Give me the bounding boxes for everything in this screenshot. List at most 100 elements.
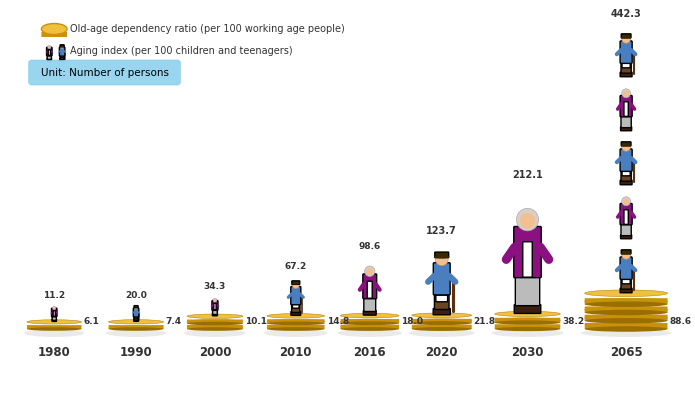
Ellipse shape — [187, 320, 243, 324]
FancyBboxPatch shape — [620, 257, 632, 280]
FancyBboxPatch shape — [363, 297, 376, 311]
Circle shape — [53, 306, 56, 309]
FancyBboxPatch shape — [624, 102, 628, 116]
Ellipse shape — [584, 318, 667, 324]
Circle shape — [60, 45, 64, 48]
FancyBboxPatch shape — [621, 223, 631, 236]
Ellipse shape — [341, 321, 399, 325]
Ellipse shape — [267, 322, 325, 325]
FancyBboxPatch shape — [291, 286, 301, 305]
Ellipse shape — [621, 252, 631, 255]
FancyBboxPatch shape — [621, 34, 631, 38]
FancyBboxPatch shape — [133, 319, 138, 321]
Ellipse shape — [267, 319, 325, 324]
FancyBboxPatch shape — [267, 319, 325, 323]
Circle shape — [48, 46, 50, 48]
FancyBboxPatch shape — [47, 55, 51, 59]
FancyBboxPatch shape — [48, 50, 50, 55]
Circle shape — [293, 281, 300, 288]
FancyBboxPatch shape — [60, 58, 65, 61]
Circle shape — [516, 208, 539, 231]
FancyBboxPatch shape — [436, 295, 448, 302]
Ellipse shape — [409, 329, 475, 337]
Text: 21.8: 21.8 — [474, 317, 496, 326]
FancyBboxPatch shape — [621, 235, 632, 239]
Ellipse shape — [184, 329, 246, 337]
Circle shape — [435, 252, 448, 266]
FancyBboxPatch shape — [622, 63, 630, 68]
Ellipse shape — [580, 329, 671, 337]
Text: 7.4: 7.4 — [165, 317, 181, 326]
FancyBboxPatch shape — [60, 55, 64, 59]
FancyBboxPatch shape — [108, 325, 163, 329]
Circle shape — [213, 299, 216, 302]
FancyBboxPatch shape — [584, 315, 667, 321]
Ellipse shape — [24, 329, 84, 337]
FancyBboxPatch shape — [28, 60, 181, 85]
Text: 2030: 2030 — [512, 346, 543, 359]
Ellipse shape — [341, 314, 399, 318]
Text: 20.0: 20.0 — [125, 291, 147, 300]
FancyBboxPatch shape — [433, 309, 450, 315]
Ellipse shape — [27, 327, 81, 331]
Text: 1990: 1990 — [120, 346, 152, 359]
Ellipse shape — [341, 327, 399, 331]
Ellipse shape — [495, 327, 560, 331]
FancyBboxPatch shape — [363, 311, 376, 315]
FancyBboxPatch shape — [42, 32, 67, 37]
FancyBboxPatch shape — [292, 303, 300, 313]
FancyBboxPatch shape — [621, 142, 631, 146]
Text: 212.1: 212.1 — [512, 170, 543, 181]
FancyBboxPatch shape — [434, 293, 449, 309]
Ellipse shape — [187, 327, 243, 331]
FancyBboxPatch shape — [53, 311, 56, 316]
Text: 38.2: 38.2 — [562, 317, 584, 326]
FancyBboxPatch shape — [620, 203, 632, 225]
Ellipse shape — [584, 298, 667, 305]
FancyBboxPatch shape — [293, 304, 299, 308]
FancyBboxPatch shape — [621, 170, 631, 181]
Text: 1980: 1980 — [38, 346, 71, 359]
Circle shape — [520, 213, 535, 229]
Text: 2000: 2000 — [199, 346, 231, 359]
FancyBboxPatch shape — [51, 308, 57, 317]
Text: 2016: 2016 — [354, 346, 386, 359]
FancyBboxPatch shape — [620, 288, 632, 293]
Ellipse shape — [584, 315, 667, 321]
FancyBboxPatch shape — [584, 323, 667, 329]
Circle shape — [622, 34, 630, 43]
Text: 34.3: 34.3 — [204, 282, 226, 291]
FancyBboxPatch shape — [291, 311, 301, 316]
FancyBboxPatch shape — [133, 308, 139, 317]
Ellipse shape — [60, 46, 64, 47]
FancyBboxPatch shape — [187, 325, 243, 329]
Ellipse shape — [584, 301, 667, 307]
Circle shape — [365, 266, 375, 276]
Text: Aging index (per 100 children and teenagers): Aging index (per 100 children and teenag… — [70, 46, 293, 56]
FancyBboxPatch shape — [134, 316, 138, 320]
Ellipse shape — [292, 283, 300, 284]
Ellipse shape — [621, 144, 631, 146]
Text: 88.6: 88.6 — [669, 317, 692, 326]
FancyBboxPatch shape — [433, 263, 450, 295]
Ellipse shape — [106, 329, 166, 337]
FancyBboxPatch shape — [620, 72, 632, 77]
Ellipse shape — [108, 327, 163, 331]
Circle shape — [623, 199, 629, 205]
Text: 98.6: 98.6 — [359, 242, 381, 251]
Ellipse shape — [108, 320, 163, 324]
Ellipse shape — [42, 23, 67, 34]
Text: 10.1: 10.1 — [245, 317, 267, 326]
Circle shape — [622, 142, 630, 151]
FancyBboxPatch shape — [584, 307, 667, 313]
Circle shape — [366, 268, 373, 276]
FancyBboxPatch shape — [621, 278, 631, 289]
Ellipse shape — [411, 321, 472, 325]
Circle shape — [623, 90, 629, 97]
Text: Old-age dependency ratio (per 100 working age people): Old-age dependency ratio (per 100 workin… — [70, 24, 345, 34]
Circle shape — [53, 307, 56, 309]
Circle shape — [622, 250, 630, 259]
FancyBboxPatch shape — [435, 252, 449, 258]
FancyBboxPatch shape — [52, 319, 56, 322]
FancyBboxPatch shape — [514, 305, 541, 314]
